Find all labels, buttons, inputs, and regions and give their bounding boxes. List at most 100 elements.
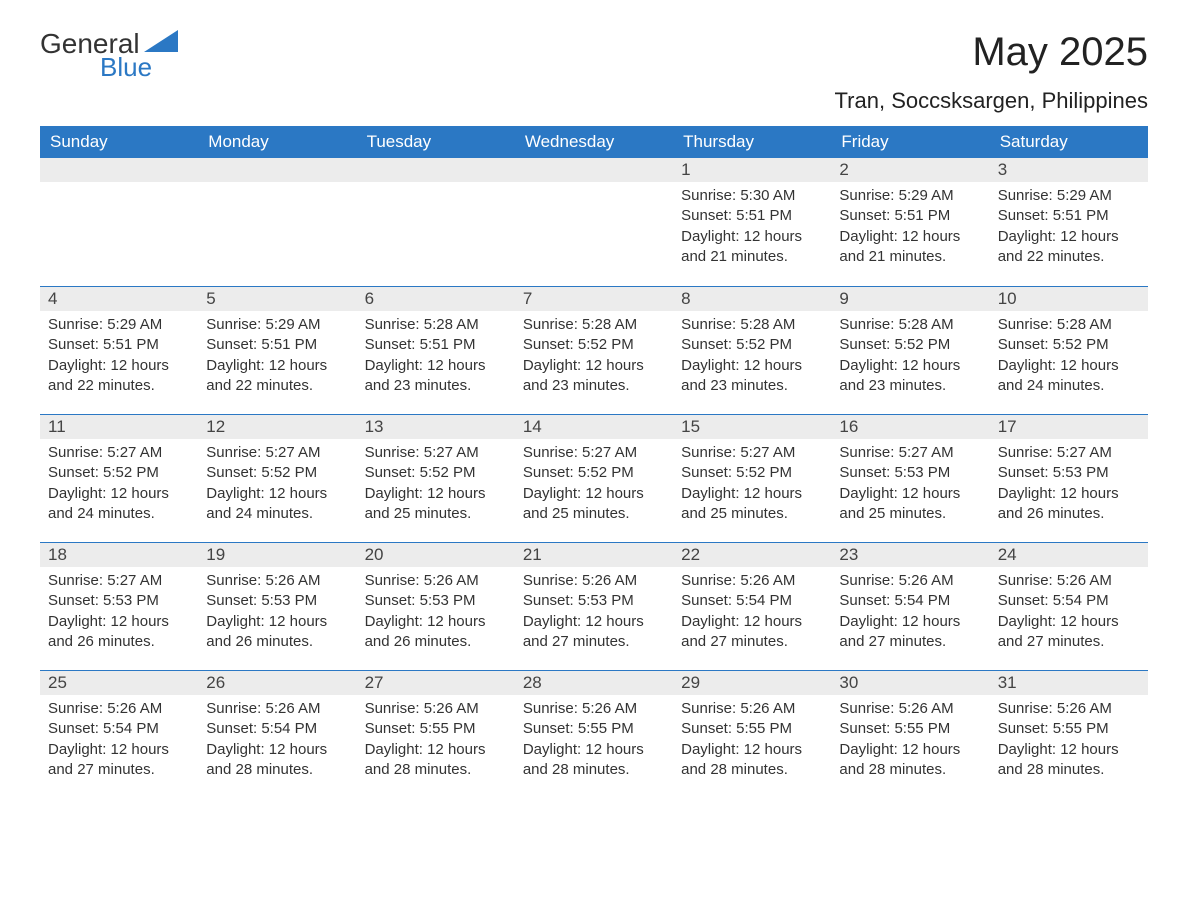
day-info: Sunrise: 5:27 AMSunset: 5:52 PMDaylight:… <box>40 439 198 532</box>
day-number: 21 <box>515 542 673 567</box>
calendar-day-cell: 5Sunrise: 5:29 AMSunset: 5:51 PMDaylight… <box>198 286 356 414</box>
daylight-line: Daylight: 12 hours and 27 minutes. <box>998 612 1140 653</box>
day-number: 22 <box>673 542 831 567</box>
sunrise-line: Sunrise: 5:26 AM <box>523 571 665 591</box>
sunrise-line: Sunrise: 5:27 AM <box>839 443 981 463</box>
day-number: 2 <box>831 158 989 182</box>
sunset-line: Sunset: 5:55 PM <box>998 719 1140 739</box>
daylight-line: Daylight: 12 hours and 26 minutes. <box>998 484 1140 525</box>
calendar-day-cell: 16Sunrise: 5:27 AMSunset: 5:53 PMDayligh… <box>831 414 989 542</box>
sunrise-line: Sunrise: 5:27 AM <box>48 443 190 463</box>
calendar-day-cell: 10Sunrise: 5:28 AMSunset: 5:52 PMDayligh… <box>990 286 1148 414</box>
sunset-line: Sunset: 5:54 PM <box>839 591 981 611</box>
calendar-table: SundayMondayTuesdayWednesdayThursdayFrid… <box>40 126 1148 798</box>
logo: General Blue <box>40 30 178 80</box>
daylight-line: Daylight: 12 hours and 21 minutes. <box>839 227 981 268</box>
daylight-line: Daylight: 12 hours and 26 minutes. <box>206 612 348 653</box>
day-info: Sunrise: 5:27 AMSunset: 5:53 PMDaylight:… <box>40 567 198 660</box>
day-number: 29 <box>673 670 831 695</box>
daylight-line: Daylight: 12 hours and 28 minutes. <box>681 740 823 781</box>
day-info: Sunrise: 5:26 AMSunset: 5:55 PMDaylight:… <box>357 695 515 788</box>
calendar-day-cell: 15Sunrise: 5:27 AMSunset: 5:52 PMDayligh… <box>673 414 831 542</box>
sunset-line: Sunset: 5:52 PM <box>998 335 1140 355</box>
day-number: 24 <box>990 542 1148 567</box>
daylight-line: Daylight: 12 hours and 22 minutes. <box>998 227 1140 268</box>
daylight-line: Daylight: 12 hours and 23 minutes. <box>839 356 981 397</box>
calendar-day-cell: 29Sunrise: 5:26 AMSunset: 5:55 PMDayligh… <box>673 670 831 798</box>
sunset-line: Sunset: 5:55 PM <box>681 719 823 739</box>
calendar-day-cell: 1Sunrise: 5:30 AMSunset: 5:51 PMDaylight… <box>673 158 831 286</box>
weekday-header: Friday <box>831 126 989 158</box>
calendar-week-row: 11Sunrise: 5:27 AMSunset: 5:52 PMDayligh… <box>40 414 1148 542</box>
day-number: 4 <box>40 286 198 311</box>
sunset-line: Sunset: 5:51 PM <box>839 206 981 226</box>
day-info: Sunrise: 5:28 AMSunset: 5:52 PMDaylight:… <box>831 311 989 404</box>
sunrise-line: Sunrise: 5:29 AM <box>998 186 1140 206</box>
sunset-line: Sunset: 5:51 PM <box>48 335 190 355</box>
day-number-empty <box>515 158 673 182</box>
day-info: Sunrise: 5:27 AMSunset: 5:53 PMDaylight:… <box>990 439 1148 532</box>
sunset-line: Sunset: 5:55 PM <box>839 719 981 739</box>
calendar-day-cell: 23Sunrise: 5:26 AMSunset: 5:54 PMDayligh… <box>831 542 989 670</box>
day-number: 10 <box>990 286 1148 311</box>
sunrise-line: Sunrise: 5:28 AM <box>523 315 665 335</box>
daylight-line: Daylight: 12 hours and 28 minutes. <box>206 740 348 781</box>
day-info: Sunrise: 5:26 AMSunset: 5:55 PMDaylight:… <box>990 695 1148 788</box>
day-info: Sunrise: 5:28 AMSunset: 5:52 PMDaylight:… <box>515 311 673 404</box>
sunrise-line: Sunrise: 5:27 AM <box>998 443 1140 463</box>
day-info: Sunrise: 5:26 AMSunset: 5:54 PMDaylight:… <box>673 567 831 660</box>
calendar-day-cell: 7Sunrise: 5:28 AMSunset: 5:52 PMDaylight… <box>515 286 673 414</box>
day-info: Sunrise: 5:28 AMSunset: 5:51 PMDaylight:… <box>357 311 515 404</box>
sunset-line: Sunset: 5:54 PM <box>48 719 190 739</box>
day-info: Sunrise: 5:27 AMSunset: 5:52 PMDaylight:… <box>673 439 831 532</box>
day-number: 1 <box>673 158 831 182</box>
sunrise-line: Sunrise: 5:27 AM <box>48 571 190 591</box>
sunrise-line: Sunrise: 5:26 AM <box>365 699 507 719</box>
daylight-line: Daylight: 12 hours and 23 minutes. <box>523 356 665 397</box>
day-info: Sunrise: 5:26 AMSunset: 5:55 PMDaylight:… <box>515 695 673 788</box>
page-header: General Blue May 2025 <box>40 30 1148 80</box>
day-number: 8 <box>673 286 831 311</box>
calendar-day-cell: 19Sunrise: 5:26 AMSunset: 5:53 PMDayligh… <box>198 542 356 670</box>
calendar-day-cell: 12Sunrise: 5:27 AMSunset: 5:52 PMDayligh… <box>198 414 356 542</box>
day-info: Sunrise: 5:26 AMSunset: 5:53 PMDaylight:… <box>357 567 515 660</box>
calendar-day-cell: 30Sunrise: 5:26 AMSunset: 5:55 PMDayligh… <box>831 670 989 798</box>
sunset-line: Sunset: 5:53 PM <box>206 591 348 611</box>
calendar-week-row: 4Sunrise: 5:29 AMSunset: 5:51 PMDaylight… <box>40 286 1148 414</box>
sunset-line: Sunset: 5:52 PM <box>681 335 823 355</box>
calendar-day-cell: 4Sunrise: 5:29 AMSunset: 5:51 PMDaylight… <box>40 286 198 414</box>
daylight-line: Daylight: 12 hours and 25 minutes. <box>365 484 507 525</box>
weekday-header-row: SundayMondayTuesdayWednesdayThursdayFrid… <box>40 126 1148 158</box>
calendar-day-cell: 8Sunrise: 5:28 AMSunset: 5:52 PMDaylight… <box>673 286 831 414</box>
sunset-line: Sunset: 5:51 PM <box>681 206 823 226</box>
calendar-day-cell: 13Sunrise: 5:27 AMSunset: 5:52 PMDayligh… <box>357 414 515 542</box>
daylight-line: Daylight: 12 hours and 23 minutes. <box>365 356 507 397</box>
day-number: 7 <box>515 286 673 311</box>
calendar-day-cell: 27Sunrise: 5:26 AMSunset: 5:55 PMDayligh… <box>357 670 515 798</box>
day-info: Sunrise: 5:27 AMSunset: 5:53 PMDaylight:… <box>831 439 989 532</box>
calendar-day-cell <box>357 158 515 286</box>
day-info: Sunrise: 5:26 AMSunset: 5:53 PMDaylight:… <box>198 567 356 660</box>
day-number: 27 <box>357 670 515 695</box>
daylight-line: Daylight: 12 hours and 27 minutes. <box>48 740 190 781</box>
sunrise-line: Sunrise: 5:28 AM <box>998 315 1140 335</box>
calendar-day-cell: 24Sunrise: 5:26 AMSunset: 5:54 PMDayligh… <box>990 542 1148 670</box>
sunrise-line: Sunrise: 5:26 AM <box>681 699 823 719</box>
day-number-empty <box>357 158 515 182</box>
day-number: 25 <box>40 670 198 695</box>
daylight-line: Daylight: 12 hours and 28 minutes. <box>998 740 1140 781</box>
day-info: Sunrise: 5:29 AMSunset: 5:51 PMDaylight:… <box>990 182 1148 275</box>
sunset-line: Sunset: 5:53 PM <box>523 591 665 611</box>
day-number: 11 <box>40 414 198 439</box>
day-info: Sunrise: 5:26 AMSunset: 5:54 PMDaylight:… <box>198 695 356 788</box>
sunset-line: Sunset: 5:54 PM <box>681 591 823 611</box>
day-info: Sunrise: 5:27 AMSunset: 5:52 PMDaylight:… <box>515 439 673 532</box>
sunset-line: Sunset: 5:51 PM <box>206 335 348 355</box>
daylight-line: Daylight: 12 hours and 23 minutes. <box>681 356 823 397</box>
day-number: 19 <box>198 542 356 567</box>
calendar-day-cell: 25Sunrise: 5:26 AMSunset: 5:54 PMDayligh… <box>40 670 198 798</box>
sunset-line: Sunset: 5:55 PM <box>523 719 665 739</box>
daylight-line: Daylight: 12 hours and 27 minutes. <box>839 612 981 653</box>
day-info: Sunrise: 5:26 AMSunset: 5:55 PMDaylight:… <box>673 695 831 788</box>
sunrise-line: Sunrise: 5:26 AM <box>206 571 348 591</box>
